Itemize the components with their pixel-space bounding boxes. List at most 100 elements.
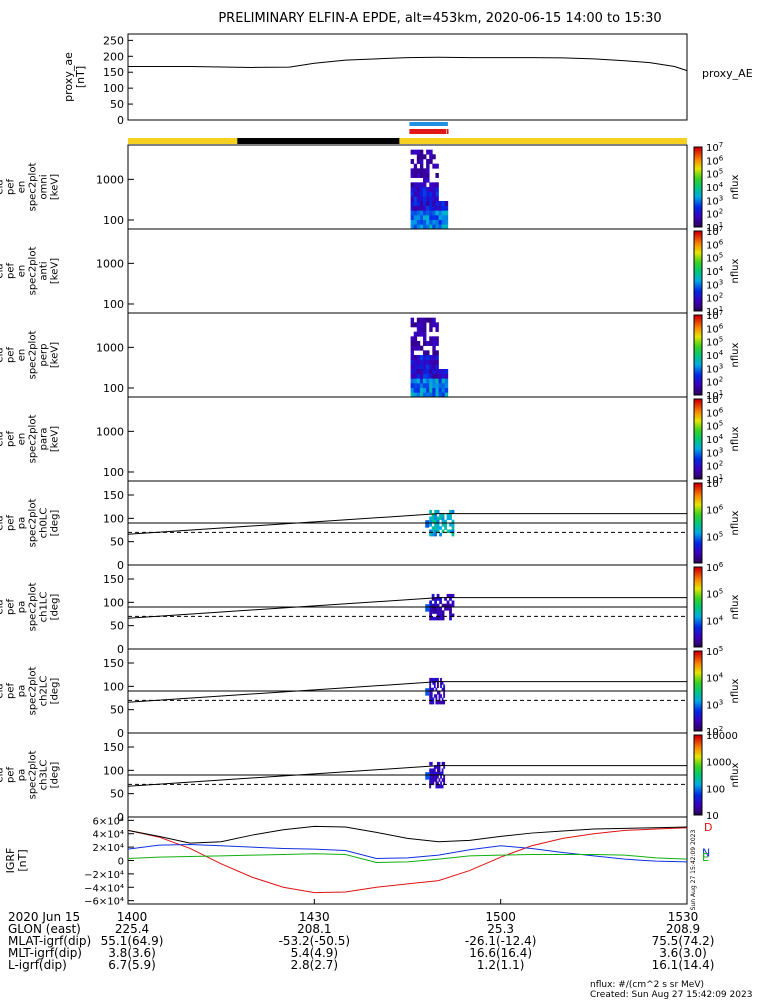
pa-ch3-cell (433, 778, 436, 782)
pa-ch0-colorbar-cell (694, 525, 702, 528)
pa-ch0-colorbar-cell (694, 533, 702, 536)
spec-omni-cell (419, 210, 424, 216)
pa-ch3-colorbar-cell (694, 739, 702, 742)
pa-ch3-cell (430, 771, 433, 776)
spec-perp-cell (429, 364, 433, 370)
spec-anti-colorbar-cell (694, 301, 702, 304)
pa-ch2-cell (430, 687, 433, 692)
pa-ch1-cell (446, 603, 450, 608)
pa-ch0-cell (441, 513, 445, 517)
spec-omni-cell (429, 205, 433, 211)
spec-omni-colorbar-cell (694, 219, 702, 222)
pa-ch3-cell (429, 781, 432, 786)
pa-ch3-colorbar-cell (694, 777, 702, 780)
pa-ch0-ztick: 105 (706, 530, 723, 543)
spec-anti-colorbar-cell (694, 279, 702, 282)
spec-omni-cell (441, 205, 446, 211)
spec-para-colorbar-cell (694, 473, 702, 476)
spec-anti-colorbar-cell (694, 275, 702, 278)
spec-para-colorbar-cell (694, 437, 702, 440)
spec-omni-cell (426, 163, 430, 169)
spec-omni-colorbar-cell (694, 153, 702, 156)
pa-ch0-ytick-label: 100 (103, 512, 124, 525)
spec-omni-colorbar-cell (694, 165, 702, 168)
spec-para-ztick-exp: 2 (719, 460, 723, 468)
orbit-row-value: 3.8(3.6) (108, 946, 156, 960)
pa-ch1-cell (425, 604, 430, 612)
pa-ch3-cell (438, 765, 441, 769)
igrf-ylabel-1: [nT] (16, 849, 29, 871)
pa-ch3-cell (430, 781, 433, 786)
spec-para-ztick: 103 (706, 446, 723, 459)
pa-ch0-ztick: 107 (706, 477, 723, 490)
pa-ch3-ytick-label: 100 (103, 764, 124, 777)
pa-ch1-cell (451, 613, 455, 618)
pa-ch0-cell (429, 529, 433, 534)
pa-ch2-cell (437, 677, 439, 682)
pa-ch2-colorbar-cell (694, 683, 702, 686)
pa-ch1-cell (449, 613, 452, 618)
pa-ch2-colorbar-cell (694, 689, 702, 692)
spec-omni-colorbar-cell (694, 147, 702, 150)
spec-anti-ztick: 105 (706, 252, 723, 265)
spec-omni-cell (423, 182, 427, 188)
pa-ch1-colorbar-cell (694, 623, 702, 626)
spec-anti-colorbar-cell (694, 303, 702, 306)
spec-perp-cell (419, 317, 424, 323)
spec-omni-cell (410, 210, 415, 216)
pa-ch0-ztick-exp: 7 (719, 477, 723, 485)
spec-perp-ztick-exp: 3 (719, 362, 723, 370)
spec-perp-cell (423, 392, 427, 398)
spec-omni-cell (426, 215, 430, 220)
spec-perp-cell (435, 392, 439, 398)
igrf-line-total (127, 825, 688, 844)
spec-omni-cell (419, 205, 424, 211)
spec-omni-colorbar-cell (694, 215, 702, 218)
pa-ch1-cell (441, 610, 445, 614)
spec-perp-colorbar-cell (694, 393, 702, 396)
spec-omni-cell (432, 154, 436, 160)
spec-perp-cell (413, 355, 418, 360)
spec-para-colorbar-frame (693, 398, 703, 480)
spec-omni-ztick: 102 (706, 208, 723, 221)
pa-ch1-ylabel-4: ch1LC (39, 592, 50, 623)
spec-perp-cell (413, 331, 418, 337)
pa-ch3-cell (435, 778, 438, 782)
spec-para-colorbar-cell (694, 463, 702, 466)
spec-omni-cell (429, 159, 433, 164)
pa-ch3-ylabel-4: ch3LC (39, 760, 50, 791)
orbit-row-label: MLAT-igrf(dip) (8, 934, 91, 948)
igrf-legend-n: N (702, 846, 710, 859)
pa-ch1-colorbar-cell (694, 571, 702, 574)
spec-perp-colorbar-cell (694, 343, 702, 346)
spec-perp-colorbar-cell (694, 387, 702, 390)
pa-ch1-colorbar-cell (694, 629, 702, 632)
pa-ch1-cell (436, 593, 440, 598)
spec-para-colorbar-cell (694, 407, 702, 410)
spec-perp-cell (423, 336, 427, 342)
pa-ch2-cell (435, 694, 438, 698)
spec-omni-colorbar-cell (694, 169, 702, 172)
spec-anti-colorbar-cell (694, 293, 702, 296)
pa-ch0-colorbar-cell (694, 551, 702, 554)
spec-omni-cell (410, 149, 415, 155)
pa-ch2-cell (429, 691, 432, 695)
pa-ch0-colorbar-cell (694, 549, 702, 552)
spec-para-ylabel-1: pef (6, 431, 17, 448)
spec-omni-cell (423, 154, 427, 160)
proxy-ae-ytick-label: 200 (103, 50, 124, 63)
spec-omni-colorbar-cell (694, 189, 702, 192)
pa-ch2-colorbar-cell (694, 715, 702, 718)
spec-perp-cell (441, 392, 446, 398)
pa-ch1-colorbar-cell (694, 569, 702, 572)
orbit-row-value: 55.1(64.9) (101, 934, 164, 948)
pa-ch0-ylabel-5: [deg] (50, 510, 61, 537)
spec-omni-cell (444, 219, 449, 225)
spec-perp-cell (441, 373, 446, 379)
spec-omni-cell (419, 163, 424, 169)
pa-ch0-cell (429, 523, 433, 527)
spec-perp-cell (423, 327, 427, 332)
pa-ch2-cell (437, 691, 439, 695)
igrf-frame (127, 816, 688, 905)
spec-perp-ztick: 105 (706, 336, 723, 349)
